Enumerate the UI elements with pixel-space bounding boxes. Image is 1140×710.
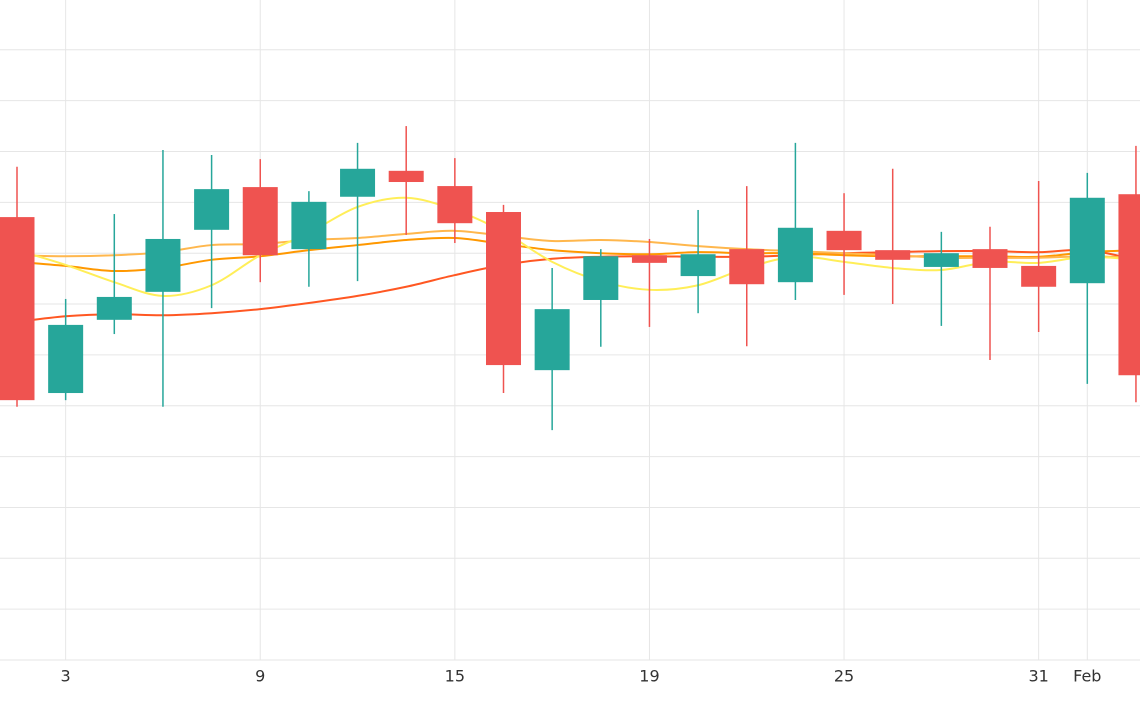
x-tick-label: 3 (61, 667, 71, 686)
candle-body (826, 230, 862, 251)
candle-body (534, 309, 570, 371)
candle-body (194, 189, 230, 230)
x-tick-label: 25 (834, 667, 854, 686)
candle-body (875, 250, 911, 260)
candle-body (96, 296, 132, 320)
x-tick-label: 19 (639, 667, 659, 686)
ma-line (16, 248, 1137, 323)
candle-body (923, 253, 959, 267)
candle-body (388, 170, 424, 183)
candle-body (0, 217, 35, 401)
ma-line (16, 229, 1136, 259)
candle-body (242, 187, 278, 256)
x-tick-label: 9 (255, 667, 265, 686)
candle-body (972, 249, 1008, 268)
candle-body (1118, 194, 1140, 376)
candle-body (631, 255, 667, 263)
candle-body (680, 254, 716, 277)
candle-body (1069, 197, 1105, 284)
candle-body (48, 324, 84, 394)
ma-line (16, 196, 1137, 297)
candle-body (777, 227, 813, 283)
x-tick-label: 31 (1028, 667, 1048, 686)
x-tick-label: Feb (1073, 667, 1101, 686)
x-tick-label: 15 (445, 667, 465, 686)
candle-body (340, 168, 376, 197)
candle-body (291, 201, 327, 250)
candle-body (437, 186, 473, 224)
candle-body (1021, 265, 1057, 287)
candle-body (729, 249, 765, 285)
candle-body (583, 256, 619, 300)
candle-body (145, 238, 181, 292)
candle-body (486, 212, 521, 366)
